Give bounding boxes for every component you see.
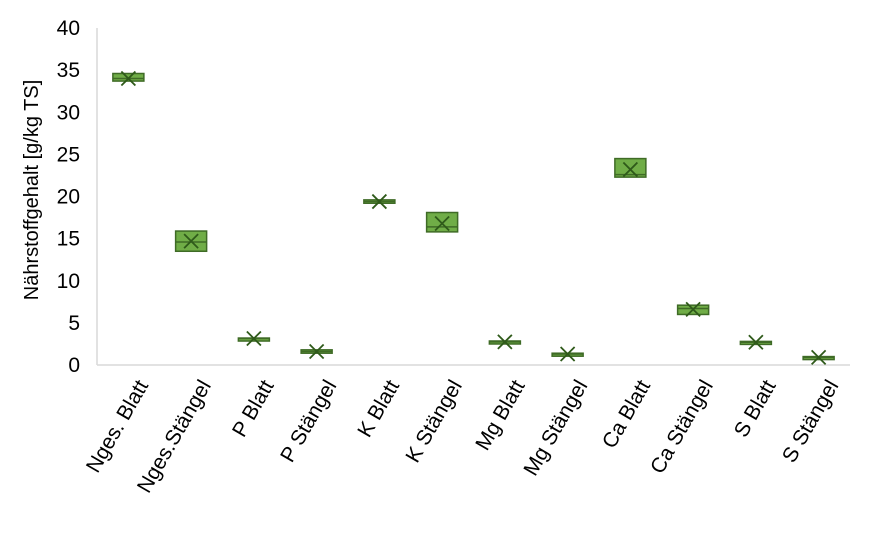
box-mean-marker (685, 301, 701, 318)
box-8 (551, 346, 584, 362)
y-tick-label: 40 (57, 17, 80, 40)
box-7 (488, 334, 522, 350)
x-tick-label: Nges. Blatt (82, 376, 153, 477)
box-10 (676, 301, 710, 318)
box-3 (237, 330, 271, 347)
y-tick-label: 15 (57, 228, 80, 251)
box-mean-marker (183, 233, 199, 249)
box-6 (425, 211, 459, 233)
x-tick-label: Ca Stängel (646, 376, 718, 477)
y-tick-label: 10 (57, 270, 80, 293)
box-12 (802, 349, 835, 366)
box-iqr-rect (614, 157, 647, 178)
box-mean-marker (810, 349, 827, 366)
y-tick-label: 20 (57, 186, 80, 209)
x-tick-label: K Blatt (353, 376, 404, 441)
y-tick-label: 30 (57, 101, 80, 124)
y-tick-label: 35 (57, 59, 80, 82)
box-mean-marker (308, 343, 325, 360)
box-2 (174, 230, 208, 253)
x-tick-label: Ca Blatt (598, 376, 655, 452)
box-mean-marker (434, 215, 450, 232)
x-tick-label: S Stängel (778, 376, 843, 466)
box-mean-marker (371, 193, 388, 210)
box-9 (614, 157, 647, 178)
x-tick-label: S Blatt (730, 376, 781, 441)
box-5 (363, 193, 396, 210)
x-tick-label: Mg Blatt (471, 376, 530, 454)
y-axis-tick-labels: 0 5 10 15 20 25 30 35 40 (57, 17, 80, 377)
y-tick-label: 25 (57, 143, 80, 166)
box-mean-marker (748, 334, 764, 350)
box-11 (739, 334, 773, 350)
box-mean-marker (622, 161, 639, 178)
box-mean-marker (559, 346, 576, 362)
y-tick-label: 0 (68, 354, 80, 377)
box-mean-marker (120, 70, 137, 87)
box-4 (300, 343, 333, 360)
box-series (112, 70, 835, 366)
x-tick-label: K Stängel (401, 376, 466, 466)
box-mean-marker (246, 330, 262, 347)
box-mean-marker (497, 334, 513, 350)
x-tick-label: Mg Stängel (519, 376, 592, 480)
x-tick-label: P Blatt (228, 376, 279, 441)
y-axis-title: Nährstoffgehalt [g/kg TS] (21, 80, 43, 301)
y-tick-label: 5 (68, 312, 80, 335)
box-1 (112, 70, 145, 87)
x-tick-label: P Stängel (276, 376, 341, 466)
